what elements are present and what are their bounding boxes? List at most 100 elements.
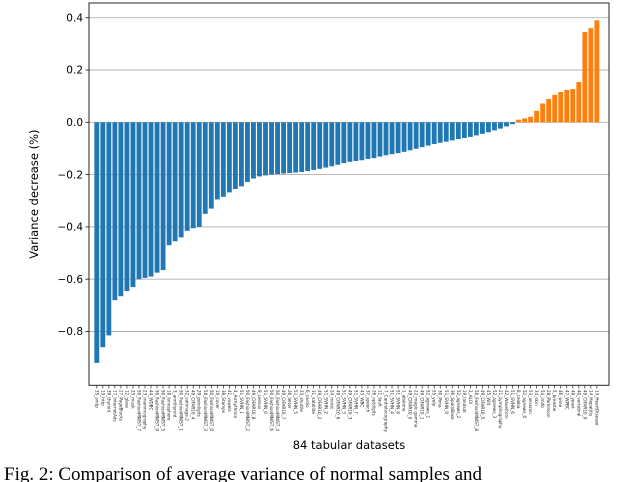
bar [323,122,329,168]
x-tick-label: 51_SVHN_1 [239,390,244,414]
bar [492,122,497,131]
bar [232,122,238,189]
x-tick-label: 37_speech [365,390,370,413]
bar [226,122,232,193]
bar [118,122,124,297]
x-tick-label: 45_Wilt [486,390,491,406]
x-tick-label: 53_amazon [528,390,533,414]
x-tick-label: 22_magic.gamma [414,390,419,428]
x-tick-label: 35_smtp [94,390,99,408]
x-tick-label: 49_CIFAR10_5 [480,390,485,420]
bar [124,122,130,291]
bar [389,122,395,155]
bar [293,122,299,173]
bar [564,89,570,123]
bar [335,122,341,165]
bar [275,122,280,175]
x-axis-title: 84 tabular datasets [293,438,406,452]
bar [245,122,250,182]
bar [251,122,256,179]
y-tick-label: 0.2 [66,65,83,77]
bar [220,122,226,197]
x-tick-label: 51_SVHN_3 [341,390,346,414]
x-tick-label: 51_SVHN_0 [263,390,268,414]
y-tick-label: 0.0 [66,117,83,129]
x-tick-label: 49_CIFAR10_9 [582,390,587,420]
x-tick-label: 11_fault [377,390,382,407]
x-tick-label: 49_CIFAR10_3 [347,390,352,420]
bar [202,122,208,214]
x-tick-label: 27_PageBlocks [118,390,123,421]
x-tick-label: 49_CIFAR10_1 [420,390,425,420]
x-tick-label: 3_annthyroid [173,390,178,418]
x-tick-label: 51_SVHN_6 [510,390,515,414]
x-tick-label: 44_WDBC [149,390,154,411]
x-tick-label: 8_celeba [516,390,521,409]
bar [431,122,437,144]
bar [263,122,268,176]
bar [419,122,425,148]
plot-border [88,2,610,386]
bar [552,94,558,123]
x-tick-label: 51_SVHN_5 [293,390,298,414]
bar [214,122,220,200]
bar [582,32,588,123]
y-tick-label: −0.8 [58,326,84,338]
bar [305,122,311,171]
x-tick-label: 46_wine [558,390,563,408]
x-tick-label: 2_ALOI [468,390,473,404]
x-tick-label: 15_http [100,390,105,406]
bar [154,122,160,273]
x-tick-label: 19_landsat [462,390,467,413]
bar [106,122,112,336]
x-tick-label: 50_FashionMNIST_7 [136,390,141,432]
y-axis-title: Variance decrease (%) [27,130,41,259]
bar [395,122,401,154]
bar [208,122,214,209]
x-tick-label: 32_satimage-2 [185,390,190,421]
x-tick-label: 51_SVHN_9 [444,390,449,414]
x-tick-label: 50_FashionMNIST_4 [275,390,280,432]
bar [172,122,178,242]
x-tick-label: 49_CIFAR10_0 [408,390,413,420]
x-tick-label: 49_CIFAR10_6 [335,390,340,420]
bar [401,122,407,152]
bar [329,122,335,167]
x-tick-label: 28_Parkinson [546,390,551,418]
x-tick-label: 51_SVHN_2 [323,390,328,414]
bar-chart: 0.40.20.0−0.2−0.4−0.6−0.835_smtp 15_http 3… [27,2,610,452]
x-tick-label: 29_pendigits [197,390,202,417]
x-tick-label: 50_FashionMNIST_9 [155,390,160,432]
x-tick-label: 34_skin [534,390,539,406]
bar [112,122,118,301]
bar [100,122,106,348]
bar [522,118,527,123]
x-tick-label: 49_CIFAR10_4 [191,390,196,420]
x-tick-label: 50_FashionMNIST_1 [179,390,184,432]
bar [407,122,413,151]
x-tick-label: 51_SVHN_8 [396,390,401,414]
x-tick-label: 41_vowels [227,390,232,412]
x-tick-label: 47_WPBC [564,390,569,410]
x-tick-label: 52_agnews_1 [426,390,431,419]
x-tick-label: 31_satellite [311,390,316,415]
x-tick-label: 10_cover [215,390,220,409]
x-tick-label: 52_agnews_3 [492,390,497,419]
x-tick-label: 5_breastw [552,390,557,412]
bar [281,122,286,174]
bar [184,122,190,231]
bar [455,122,461,140]
x-tick-label: 9_census [257,390,262,409]
bar [413,122,419,149]
x-tick-label: 21_Lymphography [498,390,503,429]
x-tick-label: 54_imdb [540,390,545,408]
bar [160,122,166,271]
bar [558,91,564,123]
bar [473,122,479,136]
y-tick-label: −0.6 [58,274,84,286]
bar [594,20,600,123]
bar [425,122,431,146]
x-tick-label: 50_FashionMNIST_2 [245,390,250,432]
x-tick-label: 33_shuttle [299,390,304,412]
